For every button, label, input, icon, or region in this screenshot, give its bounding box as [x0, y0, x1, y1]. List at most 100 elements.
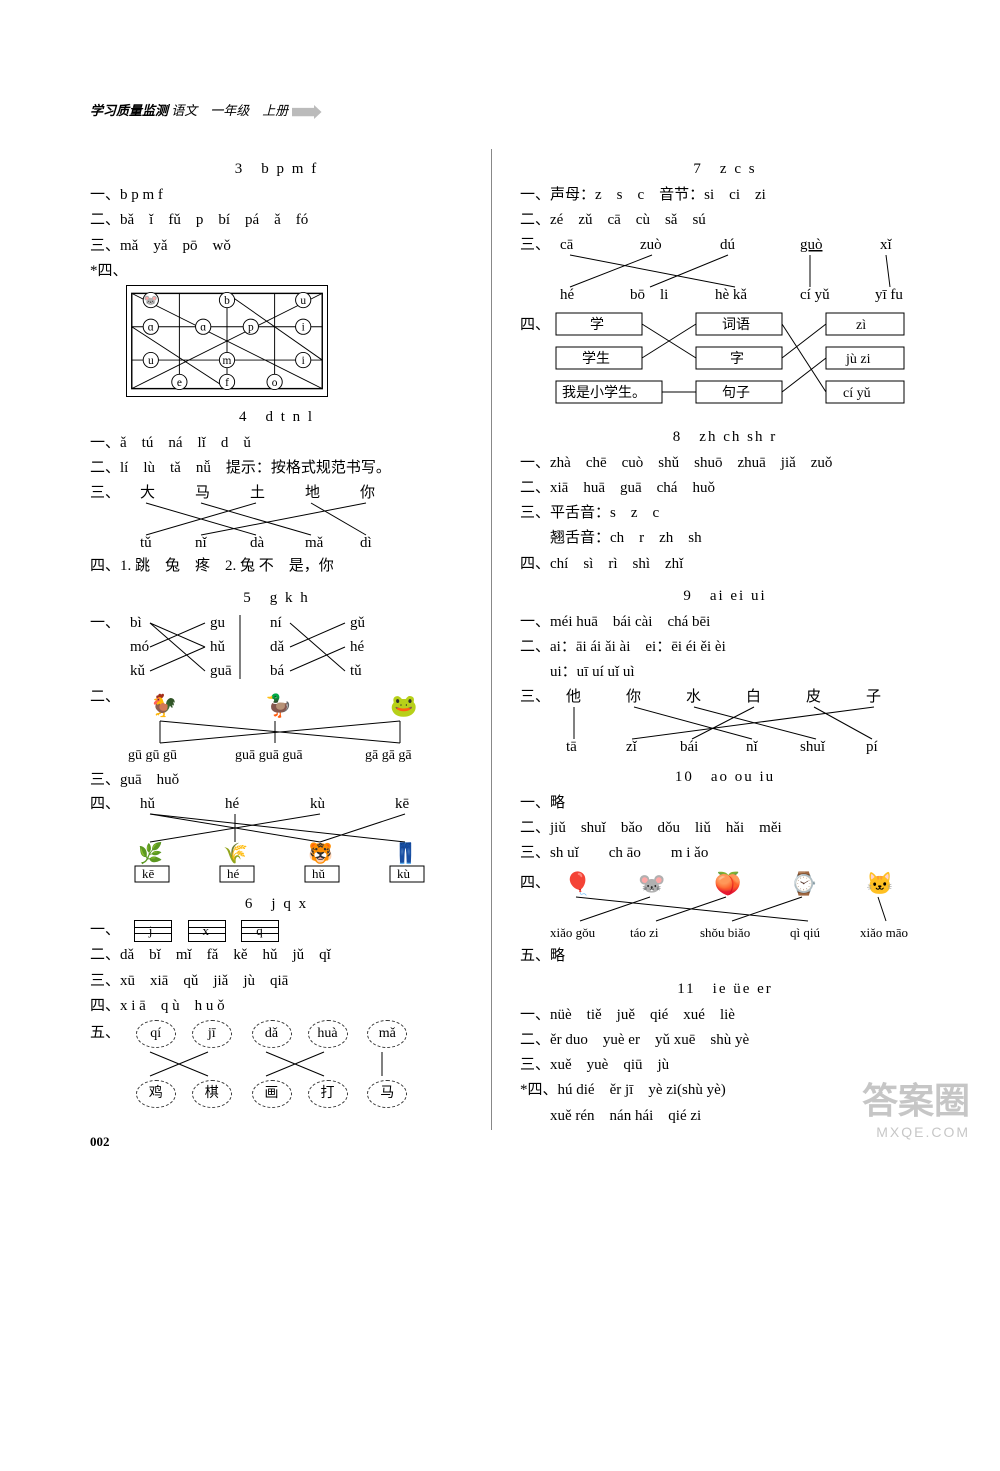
- svg-text:mǎ: mǎ: [305, 535, 324, 551]
- svg-text:p: p: [248, 322, 254, 334]
- s10-l2: 二、jiǔ shuǐ bǎo dǒu liǔ hǎi měi: [520, 817, 930, 840]
- svg-text:dú: dú: [720, 237, 736, 253]
- svg-text:🐯: 🐯: [308, 841, 333, 865]
- svg-text:tǔ: tǔ: [140, 535, 152, 551]
- s6-q1: 一、 j x q: [90, 919, 463, 942]
- s6-l2: 二、dǎ bǐ mǐ fǎ kě hǔ jǔ qǐ: [90, 944, 463, 967]
- s5-l3: 三、guā huǒ: [90, 769, 463, 792]
- svg-text:ní: ní: [270, 615, 282, 631]
- svg-text:bō li: bō li: [630, 287, 668, 303]
- svg-text:mó: mó: [130, 639, 149, 655]
- svg-text:🐸: 🐸: [390, 693, 417, 718]
- svg-text:táo zi: táo zi: [630, 925, 659, 940]
- svg-text:dà: dà: [250, 535, 265, 551]
- svg-text:地: 地: [305, 484, 320, 501]
- svg-text:ɑ: ɑ: [200, 322, 206, 334]
- book-header: 学习质量监测 语文 一年级 上册: [90, 100, 930, 119]
- s5-q2: 二、 🐓🦆🐸 gū gū gū guā guā guā gā gā gā: [90, 687, 450, 767]
- svg-text:🍑: 🍑: [714, 871, 741, 896]
- s7-l1: 一、声母：z s c 音节：si ci zi: [520, 184, 930, 207]
- svg-text:guò: guò: [800, 237, 823, 253]
- svg-text:yī fu: yī fu: [875, 287, 903, 303]
- svg-text:ɑ: ɑ: [148, 322, 154, 334]
- svg-text:i: i: [302, 355, 305, 367]
- svg-text:dì: dì: [360, 535, 372, 551]
- svg-text:qì qiú: qì qiú: [790, 925, 820, 940]
- column-divider: [491, 149, 492, 1130]
- section-3-title: 3 b p m f: [90, 157, 463, 178]
- svg-text:三、: 三、: [90, 485, 120, 501]
- svg-text:i: i: [302, 322, 305, 334]
- svg-text:三、: 三、: [520, 689, 550, 705]
- svg-text:hé: hé: [225, 796, 240, 812]
- svg-text:⌚: ⌚: [790, 871, 817, 896]
- svg-text:hǔ: hǔ: [140, 796, 156, 812]
- svg-text:hé: hé: [227, 866, 240, 881]
- svg-text:gū gū gū: gū gū gū: [128, 748, 177, 763]
- svg-text:xǐ: xǐ: [880, 237, 893, 253]
- section-9-title: 9 ai ei ui: [520, 584, 930, 605]
- watermark: 答案圈 MXQE.COM: [862, 1072, 970, 1140]
- svg-text:kù: kù: [397, 866, 411, 881]
- s10-q4: 四、 🎈🐭 🍑⌚ 🐱 xiǎo gǒutáo zi shǒu biǎoqì qi…: [520, 867, 930, 943]
- svg-text:皮: 皮: [806, 688, 821, 705]
- svg-text:四、: 四、: [90, 796, 120, 812]
- s8-l3b: 翘舌音：ch r zh sh: [520, 527, 930, 550]
- svg-text:f: f: [225, 377, 229, 389]
- svg-text:xiǎo māo: xiǎo māo: [860, 925, 908, 940]
- right-column: 7 z c s 一、声母：z s c 音节：si ci zi 二、zé zǔ c…: [520, 149, 930, 1130]
- s8-l2: 二、xiā huā guā chá huǒ: [520, 477, 930, 500]
- svg-text:🎈: 🎈: [564, 870, 591, 896]
- s6-l4: 四、x i ā q ù h u ǒ: [90, 995, 463, 1018]
- svg-text:🐱: 🐱: [866, 871, 893, 896]
- svg-text:🐓: 🐓: [150, 693, 177, 718]
- svg-text:nǐ: nǐ: [746, 739, 759, 755]
- svg-text:gā gā gā: gā gā gā: [365, 748, 412, 763]
- svg-text:hé: hé: [350, 639, 365, 655]
- svg-text:土: 土: [250, 484, 265, 501]
- svg-text:你: 你: [626, 688, 641, 705]
- s9-q3: 三、 他你 水白 皮子 tāzǐ báinǐ shuǐpí: [520, 687, 920, 757]
- s3-l4: *四、: [90, 260, 463, 283]
- section-5-title: 5 g k h: [90, 586, 463, 607]
- svg-text:二、: 二、: [90, 689, 120, 705]
- svg-text:cā: cā: [560, 237, 574, 253]
- svg-text:hé: hé: [560, 287, 575, 303]
- section-6-title: 6 j q x: [90, 892, 463, 913]
- svg-text:b: b: [224, 295, 230, 307]
- s10-l5: 五、略: [520, 945, 930, 968]
- arrow-icon: [292, 105, 322, 119]
- tally-box: q: [241, 920, 279, 942]
- svg-text:tǔ: tǔ: [350, 663, 362, 679]
- s3-l3: 三、mǎ yǎ pō wǒ: [90, 235, 463, 258]
- svg-text:学生: 学生: [582, 351, 610, 367]
- svg-text:zǐ: zǐ: [626, 739, 638, 755]
- svg-text:m: m: [223, 355, 232, 367]
- s3-l2: 二、bǎ ǐ fǔ p bí pá ǎ fó: [90, 209, 463, 232]
- s8-l3a: 三、平舌音：s z c: [520, 502, 930, 525]
- s7-l2: 二、zé zǔ cā cù sǎ sú: [520, 209, 930, 232]
- s4-matching: 三、 大 马 土 地 你 tǔ nǐ dà mǎ dì: [90, 483, 450, 553]
- svg-text:水: 水: [686, 688, 701, 705]
- section-11-title: 11 ie üe er: [520, 977, 930, 998]
- s9-l2a: 二、ai：āi ái ǎi ài ei：ēi éi ěi èi: [520, 636, 930, 659]
- svg-text:dǎ: dǎ: [270, 639, 285, 655]
- s11-l2: 二、ěr duo yuè er yǔ xuē shù yè: [520, 1029, 930, 1052]
- svg-text:shǒu biǎo: shǒu biǎo: [700, 925, 750, 940]
- s7-q3: 三、 cāzuò dúguò xǐ hébō li hè kǎcí yǔ yī …: [520, 235, 920, 307]
- svg-text:xiǎo gǒu: xiǎo gǒu: [550, 925, 596, 940]
- s6-q5-lines: [90, 1050, 450, 1078]
- left-column: 3 b p m f 一、b p m f 二、bǎ ǐ fǔ p bí pá ǎ …: [90, 149, 463, 1130]
- svg-text:🌿: 🌿: [138, 841, 163, 865]
- svg-text:guā guā guā: guā guā guā: [235, 748, 303, 763]
- s8-l4: 四、chí sì rì shì zhǐ: [520, 553, 930, 576]
- svg-text:白: 白: [746, 688, 761, 705]
- svg-text:shuǐ: shuǐ: [800, 739, 826, 755]
- svg-text:cí yǔ: cí yǔ: [843, 386, 871, 401]
- s8-l1: 一、zhà chē cuò shǔ shuō zhuā jiǎ zuǒ: [520, 452, 930, 475]
- s7-q4-matrix: 四、 学 学生 我是小学生。 词语 字 句子 zì jù zi cí yǔ: [520, 307, 920, 417]
- svg-text:gǔ: gǔ: [350, 615, 366, 631]
- svg-text:kù: kù: [310, 796, 326, 812]
- svg-text:👖: 👖: [393, 841, 418, 865]
- svg-text:词语: 词语: [722, 317, 750, 333]
